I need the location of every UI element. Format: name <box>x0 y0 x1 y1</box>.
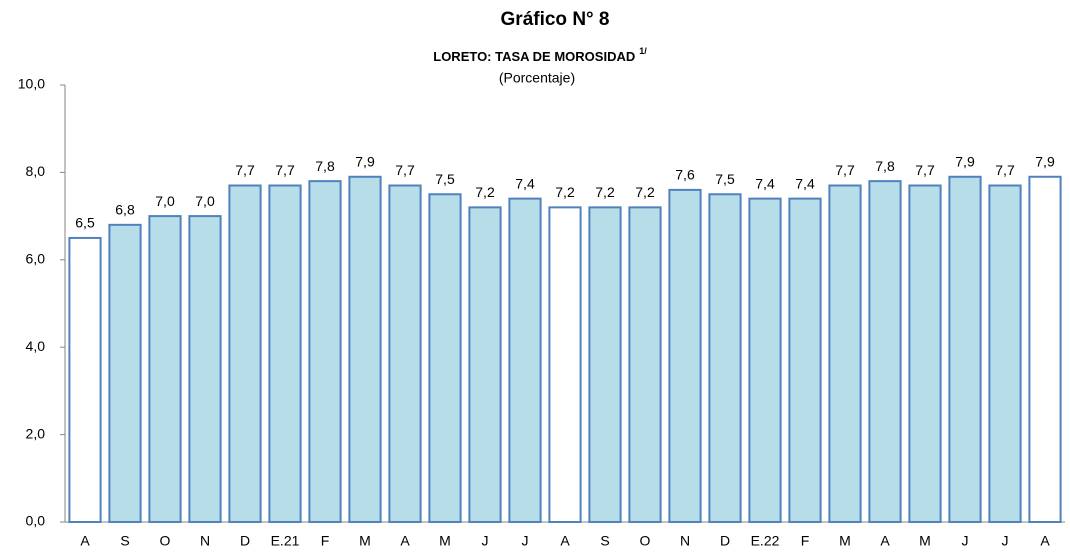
bar <box>748 197 782 523</box>
value-label: 7,6 <box>675 167 695 183</box>
bar <box>548 206 582 524</box>
value-label: 7,5 <box>435 171 455 187</box>
chart-title: Gráfico N° 8 <box>501 9 610 30</box>
chart-subtitle: LORETO: TASA DE MOROSIDAD 1/ <box>433 46 647 64</box>
subtitle-note: 1/ <box>639 46 647 56</box>
bar <box>628 206 662 524</box>
bar <box>868 180 902 523</box>
bar <box>948 175 982 524</box>
bar <box>508 197 542 523</box>
value-label: 7,2 <box>635 184 655 200</box>
bar <box>588 206 622 524</box>
value-label: 7,7 <box>395 162 415 178</box>
x-tick-label: M <box>839 533 851 549</box>
x-tick-label: N <box>680 533 690 549</box>
unit-label: (Porcentaje) <box>499 70 575 86</box>
x-tick-label: J <box>482 533 489 549</box>
bar <box>1028 175 1062 524</box>
value-label: 6,8 <box>115 202 135 218</box>
value-label: 7,9 <box>355 153 375 169</box>
value-label: 7,8 <box>315 158 335 174</box>
x-tick-label: D <box>240 533 250 549</box>
value-label: 7,2 <box>475 184 495 200</box>
x-tick-label: A <box>400 533 410 549</box>
x-tick-label: A <box>880 533 890 549</box>
bar <box>828 184 862 523</box>
bar <box>348 175 382 524</box>
value-label: 7,0 <box>195 193 215 209</box>
x-tick-label: S <box>120 533 129 549</box>
bar <box>668 188 702 523</box>
value-label: 7,8 <box>875 158 895 174</box>
bar <box>428 193 462 523</box>
x-tick-label: M <box>359 533 371 549</box>
x-tick-label: M <box>439 533 451 549</box>
bar <box>708 193 742 523</box>
x-tick-label: O <box>640 533 651 549</box>
bar <box>68 236 102 523</box>
x-tick-label: D <box>720 533 730 549</box>
value-label: 7,7 <box>915 162 935 178</box>
y-tick-label: 4,0 <box>26 338 46 354</box>
x-tick-label: J <box>522 533 529 549</box>
x-tick-label: E.21 <box>271 533 300 549</box>
bar <box>468 206 502 524</box>
value-label: 7,4 <box>515 175 535 191</box>
value-label: 7,0 <box>155 193 175 209</box>
bar <box>148 215 182 523</box>
x-tick-label: A <box>1040 533 1050 549</box>
x-tick-label: S <box>600 533 609 549</box>
value-label: 7,2 <box>555 184 575 200</box>
x-tick-label: N <box>200 533 210 549</box>
x-tick-label: A <box>80 533 90 549</box>
y-tick-label: 10,0 <box>18 76 45 92</box>
bar <box>308 180 342 523</box>
bar <box>388 184 422 523</box>
x-tick-label: E.22 <box>751 533 780 549</box>
bar <box>228 184 262 523</box>
bar <box>268 184 302 523</box>
value-label: 7,5 <box>715 171 735 187</box>
value-label: 7,2 <box>595 184 615 200</box>
x-tick-label: A <box>560 533 570 549</box>
value-label: 7,7 <box>995 162 1015 178</box>
value-label: 7,4 <box>755 175 775 191</box>
value-label: 7,7 <box>275 162 295 178</box>
x-tick-label: J <box>962 533 969 549</box>
bar <box>108 223 142 523</box>
subtitle-text: LORETO: TASA DE MOROSIDAD <box>433 49 635 64</box>
bar <box>988 184 1022 523</box>
bar <box>188 215 222 523</box>
x-tick-label: F <box>321 533 330 549</box>
y-tick-label: 6,0 <box>26 251 46 267</box>
bar <box>908 184 942 523</box>
x-tick-label: F <box>801 533 810 549</box>
y-tick-label: 8,0 <box>26 163 46 179</box>
value-label: 7,7 <box>235 162 255 178</box>
bar <box>788 197 822 523</box>
x-tick-label: M <box>919 533 931 549</box>
value-label: 7,4 <box>795 175 815 191</box>
y-tick-label: 2,0 <box>26 425 46 441</box>
y-tick-label: 0,0 <box>26 513 46 529</box>
x-tick-label: J <box>1002 533 1009 549</box>
value-label: 6,5 <box>75 215 95 231</box>
value-label: 7,7 <box>835 162 855 178</box>
value-label: 7,9 <box>955 153 975 169</box>
x-tick-label: O <box>160 533 171 549</box>
value-label: 7,9 <box>1035 153 1055 169</box>
